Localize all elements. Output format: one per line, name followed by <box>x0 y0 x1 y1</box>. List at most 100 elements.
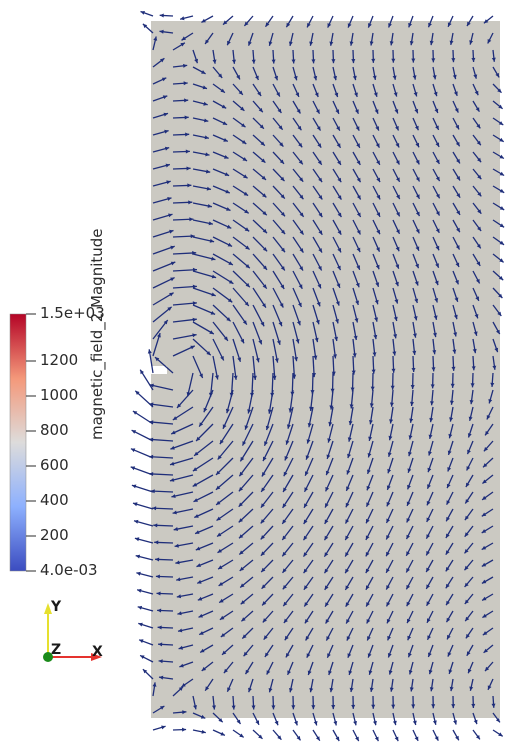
arrow-icon <box>433 315 438 320</box>
arrow-icon <box>367 453 372 458</box>
arrow-icon <box>473 331 478 336</box>
arrow-icon <box>346 619 350 624</box>
arrow-icon <box>222 650 227 655</box>
arrow-icon <box>386 501 391 507</box>
arrow-icon <box>394 299 399 304</box>
arrow-icon <box>329 687 334 693</box>
arrow-icon <box>223 668 228 674</box>
arrow-icon <box>294 357 298 362</box>
arrow-icon <box>261 472 266 477</box>
arrow-icon <box>346 636 351 641</box>
arrow-icon <box>386 485 391 490</box>
colorbar-tick-label-2: 1000 <box>40 386 79 404</box>
arrow-icon <box>410 401 414 406</box>
arrow-icon <box>393 92 398 97</box>
arrow-icon <box>415 159 420 165</box>
arrow-icon <box>369 41 374 46</box>
arrow-icon <box>470 383 475 388</box>
arrow-icon <box>158 659 163 664</box>
arrow-icon <box>155 574 160 579</box>
arrow-icon <box>280 212 285 217</box>
arrow-icon <box>298 284 303 289</box>
arrow-icon <box>318 212 323 218</box>
arrow-icon <box>276 340 281 345</box>
arrow-icon <box>260 551 266 556</box>
arrow-icon <box>245 264 250 269</box>
arrow-icon <box>293 75 298 81</box>
arrow-icon <box>498 276 504 281</box>
arrow-icon <box>448 433 453 439</box>
arrow-icon <box>345 535 349 541</box>
arrow-icon <box>131 484 137 489</box>
arrow-icon <box>483 447 488 452</box>
arrow-icon <box>255 75 259 80</box>
arrow-icon <box>368 23 372 28</box>
arrow-icon <box>315 109 320 114</box>
arrow-icon <box>286 424 291 429</box>
arrow-icon <box>255 720 259 725</box>
arrow-icon <box>454 108 459 113</box>
arrow-icon <box>456 210 460 215</box>
arrow-icon <box>215 485 221 490</box>
arrow-icon <box>316 301 321 307</box>
arrow-icon <box>210 311 216 315</box>
arrow-icon <box>426 500 431 506</box>
arrow-icon <box>216 516 221 521</box>
arrow-icon <box>392 351 397 356</box>
arrow-icon <box>368 670 373 675</box>
colorbar-title: magnetic_field_2 Magnitude <box>88 228 106 440</box>
arrow-icon <box>239 550 244 555</box>
arrow-icon <box>314 92 319 97</box>
arrow-icon <box>226 207 231 211</box>
arrow-icon <box>140 655 145 659</box>
arrow-icon <box>432 720 437 725</box>
arrow-icon <box>169 229 174 234</box>
arrow-icon <box>345 602 350 607</box>
arrow-icon <box>136 571 141 576</box>
arrow-icon <box>499 137 504 142</box>
arrow-icon <box>238 518 243 523</box>
arrow-icon <box>408 435 413 440</box>
arrow-icon <box>409 418 414 423</box>
arrow-icon <box>299 194 304 200</box>
arrow-icon <box>317 143 322 148</box>
arrow-icon <box>232 59 236 64</box>
arrow-icon <box>455 245 460 250</box>
arrow-icon <box>137 605 143 610</box>
arrow-icon <box>222 424 227 429</box>
arrow-icon <box>333 354 337 359</box>
arrow-icon <box>353 721 357 726</box>
arrow-icon <box>318 177 323 183</box>
arrow-icon <box>196 436 201 441</box>
arrow-icon <box>303 552 308 557</box>
arrow-icon <box>218 73 223 78</box>
arrow-icon <box>334 336 338 341</box>
arrow-glyph-shaft <box>232 321 245 344</box>
arrow-icon <box>317 283 322 289</box>
arrow-icon <box>181 683 186 687</box>
arrow-icon <box>156 591 161 596</box>
arrow-icon <box>371 704 376 709</box>
arrow-icon <box>435 142 440 147</box>
colorbar-tick-label-7: 4.0e-03 <box>40 561 98 579</box>
arrow-icon <box>348 670 353 675</box>
arrow-icon <box>326 454 331 459</box>
arrow-icon <box>311 59 316 64</box>
arrow-icon <box>345 552 349 557</box>
arrow-icon <box>467 668 472 674</box>
arrow-icon <box>261 158 266 163</box>
arrow-icon <box>278 321 283 327</box>
arrow-icon <box>467 21 471 27</box>
arrow-icon <box>354 92 358 97</box>
arrow-icon <box>307 23 311 28</box>
arrow-icon <box>476 278 480 284</box>
arrow-icon <box>455 124 459 130</box>
arrow-icon <box>242 634 247 639</box>
arrow-icon <box>274 75 278 81</box>
arrow-icon <box>199 631 204 635</box>
arrow-icon <box>239 534 244 539</box>
arrow-icon <box>198 613 203 618</box>
arrow-icon <box>167 197 172 201</box>
arrow-glyph-shaft <box>203 389 214 413</box>
